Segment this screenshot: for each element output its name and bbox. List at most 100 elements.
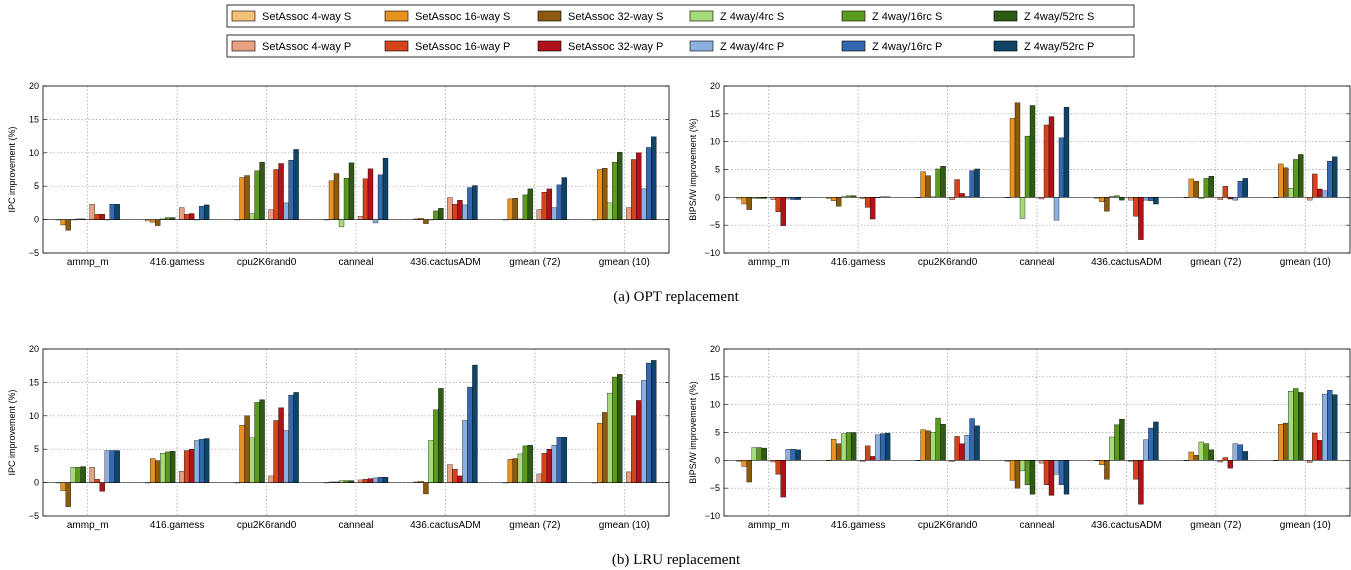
- bar-z-4way-16rc-s-416-gamess: [845, 195, 852, 198]
- legend-label-setassoc-4-way-s: SetAssoc 4-way S: [262, 11, 351, 23]
- bar-setassoc-16-way-s-ammp-m: [741, 197, 747, 205]
- caption-lru: (b) LRU replacement: [612, 552, 741, 568]
- bar-z-4way-52rc-p-cpu2k6rand0: [293, 149, 299, 220]
- plot-frame: [42, 85, 670, 254]
- bar-z-4way-16rc-s-436-cactusadm: [433, 210, 439, 220]
- ytick-label: 0: [34, 215, 39, 225]
- bar-setassoc-16-way-p-ammp-m: [775, 197, 781, 212]
- bar-z-4way-52rc-s-gmean-10: [617, 151, 623, 220]
- bar-setassoc-32-way-s-gmean-72: [512, 198, 519, 220]
- bar-z-4way-52rc-p-gmean-10: [1332, 394, 1338, 461]
- bar-z-4way-16rc-p-416-gamess: [879, 433, 886, 461]
- bar-z-4way-52rc-s-gmean-72: [1208, 176, 1215, 198]
- bar-setassoc-16-way-s-cpu2k6rand0: [239, 177, 245, 220]
- bar-setassoc-16-way-s-ammp-m: [60, 482, 66, 491]
- bar-z-4way-16rc-s-cpu2k6rand0: [254, 402, 260, 483]
- bar-z-4way-16rc-s-cpu2k6rand0: [935, 168, 941, 198]
- legend-swatch-z-4way-16rc-s: [841, 10, 866, 22]
- bar-z-4way-16rc-p-gmean-72: [556, 184, 563, 220]
- bar-z-4way-16rc-p-ammp-m: [109, 450, 115, 483]
- bar-z-4way-52rc-p-gmean-72: [1242, 451, 1249, 461]
- bar-setassoc-4-way-p-ammp-m: [770, 460, 776, 463]
- bar-z-4way-16rc-p-canneal: [1058, 460, 1065, 486]
- chart-opt-bipsw: −10 −5 0 5 10 15 20 ammp_m 416.gamess cpu2K6rand0…: [688, 81, 1351, 268]
- bar-z-4way-52rc-p-gmean-72: [1242, 178, 1249, 198]
- bar-z-4way-4rc-p-gmean-72: [1232, 443, 1239, 461]
- legend-swatch-z-4way-52rc-s: [993, 10, 1018, 22]
- bar-setassoc-4-way-p-ammp-m: [89, 467, 95, 483]
- bar-setassoc-32-way-s-436-cactusadm: [1104, 197, 1110, 212]
- bar-z-4way-52rc-p-ammp-m: [114, 450, 120, 483]
- bar-z-4way-52rc-s-canneal: [1029, 460, 1036, 495]
- bar-z-4way-16rc-p-cpu2k6rand0: [288, 394, 294, 483]
- bar-setassoc-16-way-p-ammp-m: [775, 460, 781, 475]
- bar-z-4way-4rc-s-416-gamess: [159, 453, 166, 483]
- bar-z-4way-16rc-s-ammp-m: [75, 467, 81, 483]
- ytick-label: −5: [29, 248, 39, 258]
- bar-z-4way-16rc-p-416-gamess: [198, 206, 205, 220]
- bar-z-4way-52rc-s-gmean-10: [617, 374, 623, 483]
- bar-z-4way-16rc-s-gmean-72: [522, 445, 529, 483]
- bar-z-4way-4rc-s-cpu2k6rand0: [249, 437, 255, 483]
- xtick-label-416-gamess: 416.gamess: [150, 520, 204, 531]
- bar-setassoc-32-way-s-436-cactusadm: [423, 219, 429, 224]
- bar-z-4way-4rc-p-cpu2k6rand0: [964, 435, 970, 461]
- bar-setassoc-4-way-p-gmean-10: [626, 471, 632, 483]
- bar-z-4way-16rc-s-gmean-72: [522, 194, 529, 220]
- bar-z-4way-4rc-s-canneal: [338, 480, 345, 483]
- bar-z-4way-16rc-p-gmean-10: [646, 362, 652, 483]
- bar-z-4way-52rc-s-cpu2k6rand0: [940, 165, 946, 198]
- bar-setassoc-16-way-s-canneal: [1009, 460, 1016, 481]
- bar-z-4way-4rc-s-416-gamess: [840, 433, 847, 461]
- bar-z-4way-16rc-s-gmean-10: [1293, 159, 1299, 198]
- bar-z-4way-52rc-s-416-gamess: [850, 432, 857, 461]
- bar-setassoc-32-way-s-gmean-72: [1193, 181, 1200, 198]
- bar-setassoc-4-way-p-436-cactusadm: [447, 197, 453, 220]
- bar-setassoc-16-way-p-gmean-72: [541, 453, 548, 483]
- legend-swatch-setassoc-32-way-s: [537, 10, 562, 22]
- bar-setassoc-32-way-p-ammp-m: [780, 460, 786, 498]
- bar-setassoc-16-way-p-cpu2k6rand0: [273, 420, 279, 483]
- ytick-label: 0: [715, 192, 720, 202]
- bar-setassoc-32-way-p-gmean-72: [546, 188, 553, 220]
- bar-z-4way-4rc-s-ammp-m: [70, 467, 76, 483]
- legend-swatch-setassoc-32-way-p: [537, 40, 562, 52]
- legend-label-setassoc-16-way-p: SetAssoc 16-way P: [415, 41, 510, 53]
- ytick-label: 5: [715, 165, 720, 175]
- bar-z-4way-16rc-p-436-cactusadm: [1148, 197, 1154, 201]
- chart-lru-ipc: −5 0 5 10 15 20 ammp_m 416.gamess cpu2K6rand0 can…: [7, 344, 670, 531]
- bar-setassoc-4-way-p-cpu2k6rand0: [949, 197, 955, 200]
- xtick-label-gmean-10: gmean (10): [1280, 520, 1331, 531]
- bar-setassoc-16-way-s-416-gamess: [830, 197, 837, 201]
- legend-label-z-4way-4rc-p: Z 4way/4rc P: [720, 41, 784, 53]
- bar-z-4way-52rc-s-canneal: [348, 480, 355, 483]
- ytick-label: 20: [29, 81, 39, 91]
- bar-z-4way-4rc-s-ammp-m: [751, 447, 757, 461]
- bar-setassoc-32-way-s-cpu2k6rand0: [244, 415, 250, 483]
- bar-z-4way-52rc-p-canneal: [382, 157, 389, 220]
- bar-setassoc-32-way-s-416-gamess: [835, 197, 842, 207]
- bar-z-4way-52rc-s-canneal: [1029, 105, 1036, 198]
- ytick-label: 5: [715, 428, 720, 438]
- bar-setassoc-4-way-p-ammp-m: [770, 197, 776, 200]
- bar-z-4way-16rc-p-gmean-10: [1327, 160, 1333, 198]
- ytick-label: −5: [29, 511, 39, 521]
- xtick-label-gmean-72: gmean (72): [1190, 257, 1241, 268]
- bar-setassoc-32-way-p-416-gamess: [869, 456, 876, 461]
- xtick-label-416-gamess: 416.gamess: [831, 257, 885, 268]
- xtick-label-canneal: canneal: [1019, 257, 1054, 268]
- bar-setassoc-4-way-p-gmean-10: [1307, 197, 1313, 201]
- bar-setassoc-32-way-p-gmean-72: [546, 449, 553, 483]
- bar-z-4way-16rc-p-436-cactusadm: [1148, 427, 1154, 461]
- bar-z-4way-52rc-s-gmean-10: [1298, 154, 1304, 198]
- bar-z-4way-16rc-p-416-gamess: [198, 439, 205, 483]
- bar-setassoc-32-way-s-436-cactusadm: [423, 482, 429, 495]
- bar-setassoc-16-way-s-gmean-72: [507, 459, 514, 483]
- bar-z-4way-4rc-p-gmean-10: [1322, 190, 1328, 198]
- ytick-label: 15: [710, 372, 720, 382]
- xtick-label-416-gamess: 416.gamess: [831, 520, 885, 531]
- bar-setassoc-16-way-s-gmean-72: [1188, 451, 1195, 461]
- bar-z-4way-52rc-s-canneal: [348, 162, 355, 220]
- ytick-label: 15: [710, 109, 720, 119]
